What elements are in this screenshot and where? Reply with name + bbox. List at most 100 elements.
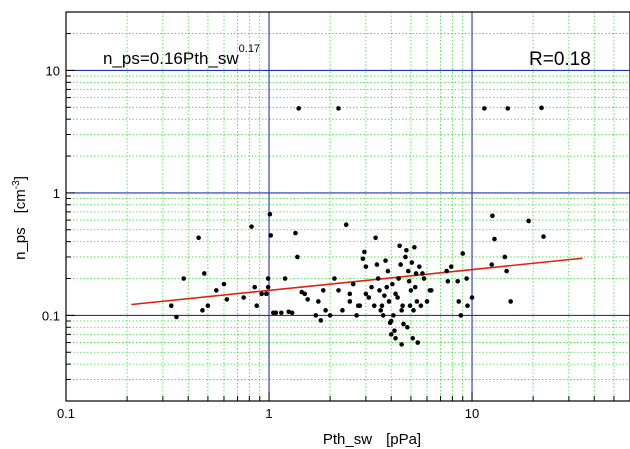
data-point [350,281,356,287]
y-axis-unit-close: ] [12,176,29,180]
data-point [405,268,411,274]
data-point [268,233,274,238]
data-point [264,291,269,297]
data-point [393,336,398,341]
y-axis-name: n_ps [12,227,29,260]
data-point [445,278,451,284]
data-point [504,268,509,274]
data-point [379,303,385,308]
data-point [313,313,319,318]
data-point [221,281,227,287]
data-point [377,288,382,293]
data-point [357,303,363,308]
data-point [492,236,497,242]
equation-base: n_ps=0.16Pth_sw [103,49,239,68]
data-point [340,308,345,313]
data-point [489,262,494,267]
data-point [181,276,187,281]
data-point [267,211,273,217]
data-point [404,247,409,253]
data-point [505,106,511,111]
x-tick-label: 10 [465,406,479,421]
data-point [401,321,406,327]
data-point [378,308,384,313]
data-point [388,332,394,337]
data-point [388,318,394,324]
data-point [410,336,415,341]
data-point [214,288,219,293]
data-point [384,284,390,290]
data-point [458,313,464,318]
data-point [403,254,408,260]
data-points [168,105,546,347]
data-point [316,299,321,304]
x-tick-label: 1 [265,406,272,421]
data-point [398,262,403,267]
data-point [406,278,412,284]
plot-frame [65,11,630,402]
data-point [296,106,301,111]
x-tick-labels: 0.1 1 10 [57,406,479,421]
y-axis-title: n_ps [cm-3] [11,176,29,260]
major-grid [66,12,630,401]
equation-annotation: n_ps=0.16Pth_sw0.17 [103,43,260,68]
data-point [464,276,469,281]
data-point [414,299,420,304]
data-point [265,276,271,281]
data-point [490,213,495,219]
data-point [289,310,295,316]
data-point [455,278,460,284]
data-point [412,284,418,290]
x-tick-label: 0.1 [57,406,75,421]
data-point [409,260,415,265]
data-point [205,303,211,308]
data-point [397,243,402,249]
data-point [320,288,326,293]
data-point [482,106,487,111]
data-point [417,264,422,269]
data-point [421,276,427,281]
data-point [502,254,508,260]
data-point [392,328,397,333]
data-point [448,264,454,269]
data-point [305,297,310,302]
data-point [456,299,462,304]
r-value-annotation: R=0.18 [529,49,591,70]
data-point [385,268,391,274]
data-point [323,308,328,313]
data-point [336,288,341,293]
data-point [405,324,410,330]
data-point [380,313,386,318]
data-point [411,308,416,313]
y-tick-label: 1 [53,186,60,201]
data-point [390,281,395,287]
data-point [241,295,246,300]
data-point [418,303,424,308]
y-tick-label: 10 [46,63,60,78]
y-tick-labels: 0.1 1 10 [42,63,60,323]
data-point [363,264,369,269]
data-point [254,303,260,308]
data-point [369,284,374,290]
axis-ticks [66,33,615,401]
data-point [336,106,341,111]
data-point [200,308,205,313]
data-point [413,271,419,276]
data-point [391,313,396,318]
data-point [386,299,392,304]
data-point [347,299,353,304]
data-point [354,313,359,318]
data-point [424,299,430,304]
data-point [395,295,400,300]
data-point [383,258,388,263]
x-axis-name: Pth_sw [323,431,372,448]
data-point [293,230,298,236]
data-point [174,314,179,320]
data-point [249,224,254,229]
data-point [362,249,367,255]
data-point [302,291,308,297]
data-point [273,310,279,316]
y-tick-label: 0.1 [42,308,60,323]
data-point [168,303,174,308]
